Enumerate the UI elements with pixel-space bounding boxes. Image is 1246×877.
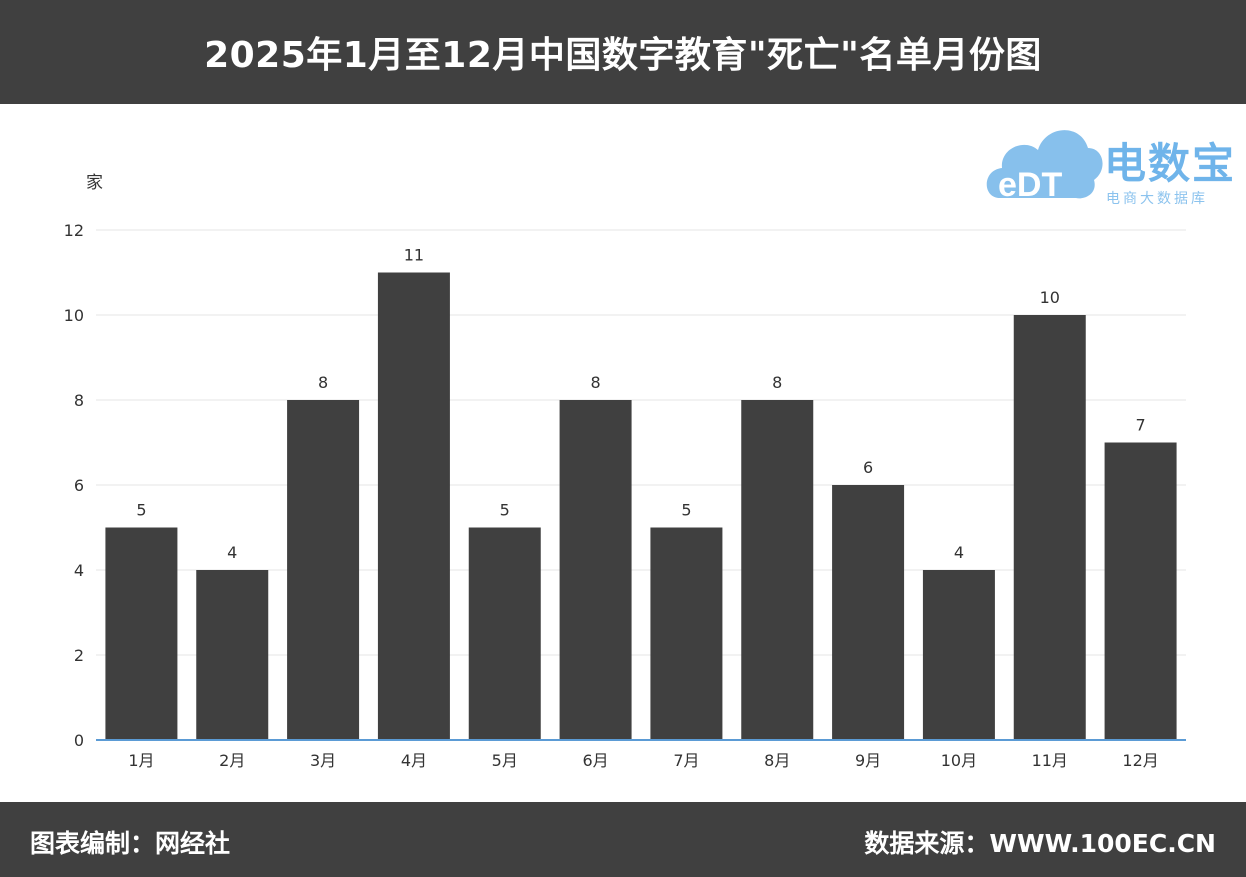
y-axis-unit-label: 家 <box>86 173 103 193</box>
y-tick-label: 0 <box>74 731 84 750</box>
data-label: 4 <box>954 543 964 562</box>
cloud-logo-icon: eDT <box>986 130 1103 204</box>
y-tick-label: 6 <box>74 476 84 495</box>
data-label: 5 <box>136 501 146 520</box>
logo-subtitle: 电商大数据库 <box>1106 191 1208 207</box>
data-label: 7 <box>1135 416 1145 435</box>
bar <box>1104 442 1177 740</box>
x-tick-label: 6月 <box>582 751 608 770</box>
y-tick-label: 10 <box>64 306 84 325</box>
chart-title-bar: 2025年1月至12月中国数字教育"死亡"名单月份图 <box>0 0 1246 104</box>
bar <box>377 272 450 740</box>
footer-credit: 图表编制：网经社 <box>30 829 231 858</box>
bar <box>468 527 541 740</box>
x-tick-label: 4月 <box>401 751 427 770</box>
bar <box>105 527 178 740</box>
bar <box>741 400 814 740</box>
bar <box>922 570 995 740</box>
data-label: 8 <box>772 373 782 392</box>
x-axis-ticks: 1月 2月 3月 4月 5月 6月 7月 8月 9月 10月 11月 12月 <box>128 751 1158 770</box>
x-tick-label: 8月 <box>764 751 790 770</box>
y-tick-label: 8 <box>74 391 84 410</box>
footer-source: 数据来源：WWW.100EC.CN <box>864 829 1216 858</box>
x-tick-label: 10月 <box>941 751 977 770</box>
data-labels: 5 4 8 11 5 8 5 8 6 4 10 7 <box>136 246 1145 563</box>
bar <box>559 400 632 740</box>
y-tick-label: 12 <box>64 221 84 240</box>
y-tick-label: 2 <box>74 646 84 665</box>
chart-title: 2025年1月至12月中国数字教育"死亡"名单月份图 <box>204 35 1042 76</box>
data-label: 5 <box>681 501 691 520</box>
x-tick-label: 1月 <box>128 751 154 770</box>
bar <box>650 527 723 740</box>
x-tick-label: 11月 <box>1032 751 1068 770</box>
y-axis-ticks: 0 2 4 6 8 10 12 <box>64 221 84 750</box>
logo-title: 电数宝 <box>1104 139 1237 188</box>
bar <box>287 400 360 740</box>
footer-bar: 图表编制：网经社 数据来源：WWW.100EC.CN <box>0 802 1246 877</box>
data-label: 4 <box>227 543 237 562</box>
data-label: 5 <box>500 501 510 520</box>
gridlines <box>96 229 1186 656</box>
x-tick-label: 9月 <box>855 751 881 770</box>
data-label: 8 <box>318 373 328 392</box>
x-tick-label: 2月 <box>219 751 245 770</box>
y-tick-label: 4 <box>74 561 84 580</box>
x-tick-label: 5月 <box>492 751 518 770</box>
bar <box>196 570 269 740</box>
x-tick-label: 3月 <box>310 751 336 770</box>
bars <box>105 272 1177 740</box>
data-label: 10 <box>1040 288 1060 307</box>
data-label: 11 <box>404 246 424 265</box>
x-tick-label: 12月 <box>1122 751 1158 770</box>
bar-chart: 0 2 4 6 8 10 12 5 4 8 11 5 8 5 8 6 4 10 7 1月 2月 3月 4月 5月 6月 7月 8… <box>64 173 1186 770</box>
data-label: 8 <box>590 373 600 392</box>
x-tick-label: 7月 <box>673 751 699 770</box>
bar <box>832 485 905 740</box>
data-label: 6 <box>863 458 873 477</box>
bar <box>1013 315 1086 740</box>
logo-mark: eDT <box>998 166 1062 204</box>
